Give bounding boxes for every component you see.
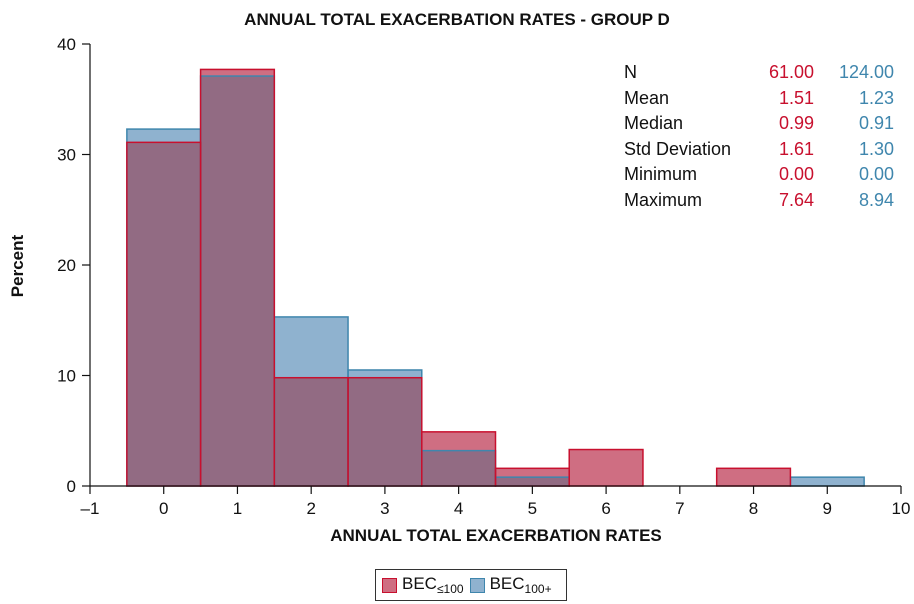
bar-excess-bin-5 (495, 468, 570, 478)
stats-value-bec-low: 1.51 (778, 87, 814, 108)
stats-row-label: N (624, 62, 637, 82)
x-tick-label: 10 (892, 499, 911, 518)
stats-row-label: Maximum (624, 189, 703, 210)
stats-value-bec-high: 1.23 (858, 87, 894, 108)
legend-item-bec-high: BEC100+ (469, 574, 552, 596)
x-tick-label: 3 (380, 499, 389, 518)
legend-label-bec-high: BEC100+ (489, 574, 552, 596)
legend-swatch-bec-high (469, 577, 485, 593)
x-tick-label: 7 (675, 499, 684, 518)
x-tick-label: 8 (749, 499, 758, 518)
stats-value-bec-low: 0.00 (778, 164, 814, 184)
stats-row-label: Median (624, 113, 684, 133)
y-tick-label: 10 (57, 367, 76, 386)
stats-row: Median 0.99 0.91 (624, 111, 894, 137)
legend-item-bec-low: BEC≤100 (382, 574, 464, 596)
bar-overlap-bin-0 (126, 142, 201, 486)
x-tick-label: 0 (159, 499, 168, 518)
stats-row: Std Deviation 1.61 1.30 (624, 137, 894, 163)
stats-value-bec-high: 0.91 (858, 113, 894, 133)
stats-value-bec-high: 8.94 (858, 189, 894, 210)
x-tick-label: 6 (601, 499, 610, 518)
bar-overlap-bin-4 (421, 450, 496, 486)
chart-title: ANNUAL TOTAL EXACERBATION RATES - GROUP … (244, 10, 670, 29)
bar-overlap-bin-2 (274, 377, 349, 486)
x-tick-label: 9 (823, 499, 832, 518)
bar-overlap-bin-3 (348, 377, 422, 486)
summary-statistics-table: N 61.00 124.00 Mean 1.51 1.23 Median 0.99 0.91 St… (624, 60, 894, 213)
stats-row-label: Mean (624, 87, 670, 108)
stats-value-bec-high: 0.00 (858, 164, 894, 184)
y-tick-label: 20 (57, 256, 76, 275)
bar-excess-bin-9 (790, 477, 865, 486)
bar-excess-bin-1 (200, 69, 275, 77)
stats-row-label: Minimum (624, 164, 698, 184)
x-tick-label: 2 (306, 499, 315, 518)
stats-row: Minimum 0.00 0.00 (624, 162, 894, 188)
x-axis-label: ANNUAL TOTAL EXACERBATION RATES (330, 526, 662, 545)
stats-row: N 61.00 124.00 (624, 60, 894, 86)
chart-legend: BEC≤100 BEC100+ (375, 569, 567, 601)
legend-label-bec-low: BEC≤100 (402, 574, 464, 596)
x-tick-label: 5 (528, 499, 537, 518)
y-tick-label: 0 (67, 477, 76, 496)
stats-value-bec-high: 124.00 (838, 62, 894, 82)
bar-excess-bin-4 (421, 431, 496, 451)
bar-excess-bin-6 (569, 449, 643, 486)
bar-overlap-bin-1 (200, 76, 275, 487)
bar-excess-bin-2 (274, 316, 349, 378)
stats-value-bec-low: 1.61 (778, 138, 814, 159)
x-tick-label: –1 (81, 499, 100, 518)
legend-swatch-bec-low (382, 577, 397, 593)
y-axis-label: Percent (8, 234, 27, 298)
stats-value-bec-low: 0.99 (778, 113, 814, 133)
bar-overlap-bin-5 (495, 477, 570, 486)
stats-value-bec-high: 1.30 (858, 138, 894, 159)
y-tick-label: 40 (57, 35, 76, 54)
bar-excess-bin-0 (126, 129, 201, 143)
stats-row-label: Std Deviation (624, 138, 732, 159)
stats-value-bec-low: 61.00 (768, 62, 814, 82)
y-tick-label: 30 (57, 146, 76, 165)
x-tick-label: 4 (454, 499, 463, 518)
bar-excess-bin-8 (716, 468, 791, 486)
x-tick-label: 1 (233, 499, 242, 518)
stats-row: Maximum 7.64 8.94 (624, 188, 894, 214)
bar-excess-bin-3 (348, 369, 422, 378)
stats-value-bec-low: 7.64 (778, 189, 814, 210)
stats-row: Mean 1.51 1.23 (624, 86, 894, 112)
